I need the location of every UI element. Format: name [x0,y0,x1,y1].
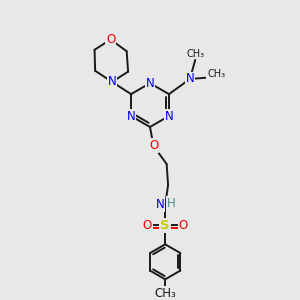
Text: CH₃: CH₃ [186,49,204,58]
Text: N: N [146,77,154,90]
Text: N: N [108,75,116,88]
Text: N: N [165,110,173,122]
Text: O: O [149,140,158,152]
Text: N: N [155,198,164,212]
Text: S: S [160,219,170,232]
Text: O: O [142,219,152,232]
Text: N: N [127,110,135,122]
Text: O: O [106,33,115,46]
Text: O: O [178,219,188,232]
Text: CH₃: CH₃ [207,69,225,79]
Text: CH₃: CH₃ [154,287,176,300]
Text: H: H [167,197,176,210]
Text: N: N [186,73,194,85]
